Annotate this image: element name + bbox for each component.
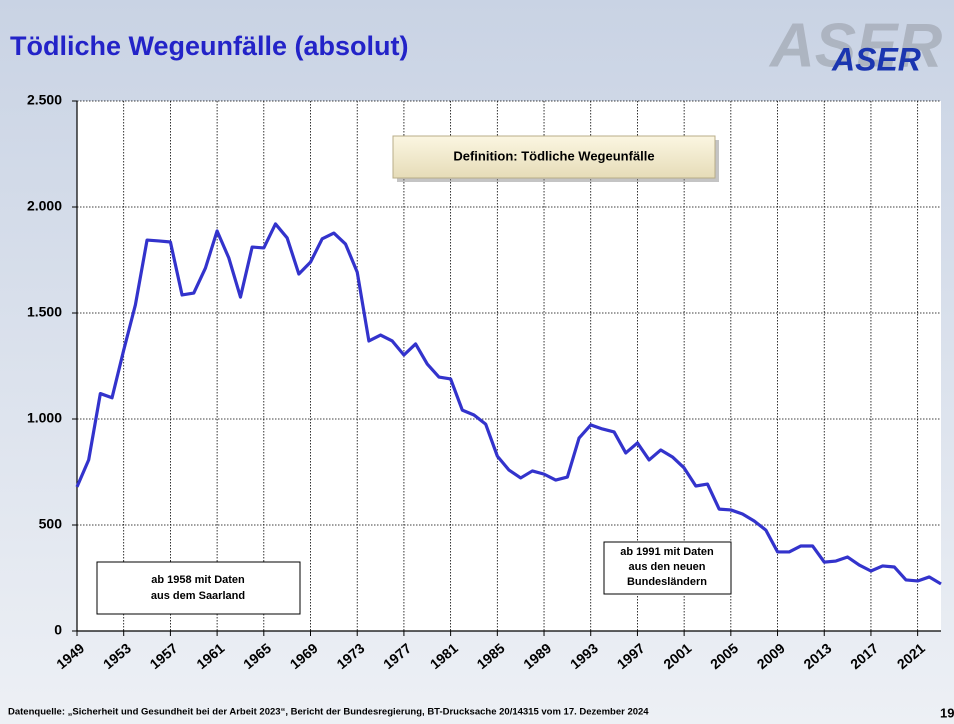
annotation-line: Bundesländern [627,576,707,588]
y-tick-label: 500 [39,516,63,532]
definition-text[interactable]: Definition: Tödliche Wegeunfälle [453,148,654,163]
definition-box[interactable] [392,135,716,179]
annotation-line: aus den neuen [628,561,705,573]
slide-title: Tödliche Wegeunfälle (absolut) [10,31,409,61]
annotation-line: aus dem Saarland [151,590,245,602]
page-number: 19 [940,705,954,720]
y-tick-label: 1.000 [27,410,62,426]
y-tick-label: 0 [54,622,62,638]
y-tick-label: 1.500 [27,304,62,320]
annotation-box [96,561,301,615]
logo: ASER [831,41,921,77]
annotation-line: ab 1958 mit Daten [151,574,245,586]
logo-shadow: ASER [768,11,942,80]
y-tick-label: 2.500 [27,92,62,108]
plot-background [77,101,941,631]
source-note: Datenquelle: „Sicherheit und Gesundheit … [8,707,649,718]
annotation-box [603,541,732,595]
annotation-line: ab 1991 mit Daten [620,546,714,558]
data-line [75,222,942,586]
y-tick-label: 2.000 [27,198,62,214]
